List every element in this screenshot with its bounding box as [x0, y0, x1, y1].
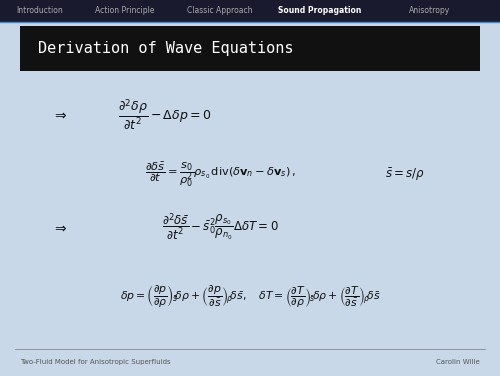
- Text: Anisotropy: Anisotropy: [410, 6, 451, 15]
- Text: Two-Fluid Model for Anisotropic Superfluids: Two-Fluid Model for Anisotropic Superflu…: [20, 359, 171, 365]
- Text: $\bar{s} = s/\rho$: $\bar{s} = s/\rho$: [385, 167, 425, 183]
- Text: Action Principle: Action Principle: [95, 6, 155, 15]
- Text: $\Rightarrow$: $\Rightarrow$: [52, 108, 68, 122]
- FancyBboxPatch shape: [0, 0, 500, 22]
- Text: $\dfrac{\partial^2\delta\bar{s}}{\partial t^2} - \bar{s}_0^2\dfrac{\rho_{s_0}}{\: $\dfrac{\partial^2\delta\bar{s}}{\partia…: [162, 212, 278, 243]
- Text: $\Rightarrow$: $\Rightarrow$: [52, 220, 68, 235]
- Text: Classic Approach: Classic Approach: [187, 6, 253, 15]
- FancyBboxPatch shape: [20, 26, 480, 71]
- Text: Introduction: Introduction: [16, 6, 64, 15]
- Text: Derivation of Wave Equations: Derivation of Wave Equations: [38, 41, 293, 56]
- Text: $\dfrac{\partial^2\delta\rho}{\partial t^2} - \Delta\delta p = 0$: $\dfrac{\partial^2\delta\rho}{\partial t…: [118, 97, 212, 132]
- Text: $\delta p = \left(\dfrac{\partial p}{\partial\rho}\right)_{\!\bar{s}}\!\delta\rh: $\delta p = \left(\dfrac{\partial p}{\pa…: [120, 284, 380, 310]
- Text: $\dfrac{\partial\delta\bar{s}}{\partial t} = \dfrac{s_0}{\rho_0^2}\rho_{s_0}\,\m: $\dfrac{\partial\delta\bar{s}}{\partial …: [144, 161, 296, 189]
- Text: Sound Propagation: Sound Propagation: [278, 6, 361, 15]
- Text: Carolin Wille: Carolin Wille: [436, 359, 480, 365]
